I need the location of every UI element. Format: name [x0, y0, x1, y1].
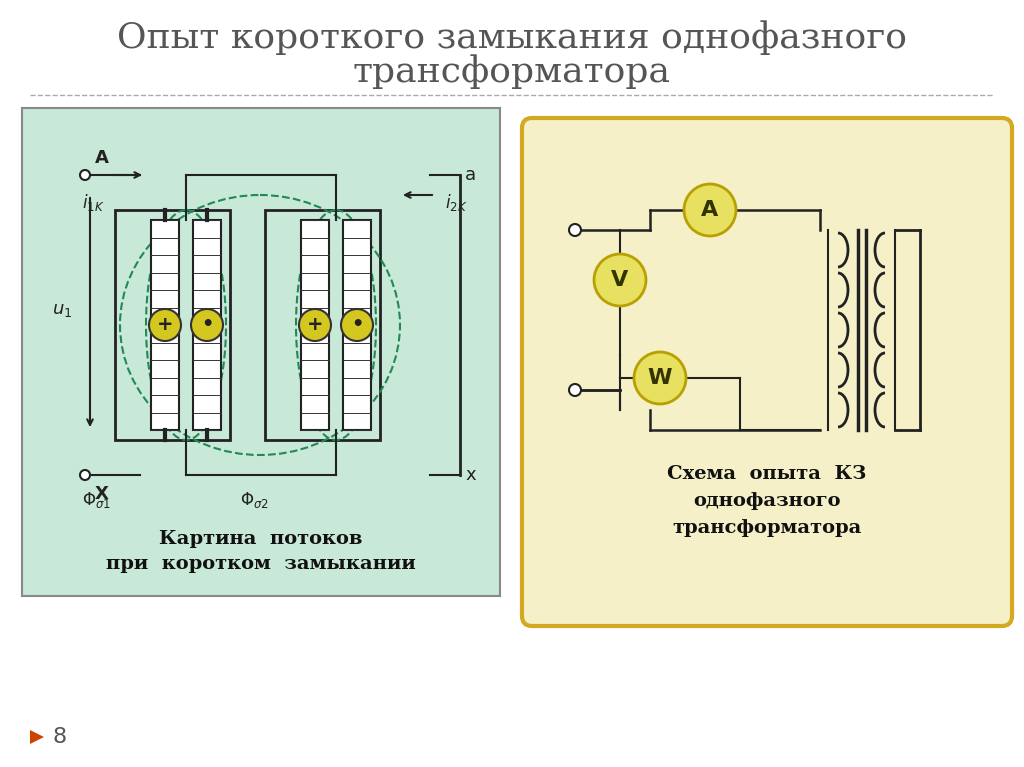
Circle shape — [80, 470, 90, 480]
Circle shape — [191, 309, 223, 341]
Circle shape — [299, 309, 331, 341]
Bar — [151, 220, 179, 430]
Text: Картина  потоков: Картина потоков — [160, 530, 362, 548]
Circle shape — [569, 224, 581, 236]
Text: •: • — [201, 315, 213, 334]
FancyBboxPatch shape — [22, 108, 500, 596]
Circle shape — [80, 170, 90, 180]
FancyBboxPatch shape — [522, 118, 1012, 626]
Text: трансформатора: трансформатора — [673, 519, 861, 537]
Text: •: • — [351, 315, 364, 334]
Bar — [265, 210, 380, 440]
Circle shape — [634, 352, 686, 404]
Circle shape — [594, 254, 646, 306]
Text: Опыт короткого замыкания однофазного: Опыт короткого замыкания однофазного — [117, 21, 907, 55]
Text: V: V — [611, 270, 629, 290]
Text: $\Phi_{\sigma 2}$: $\Phi_{\sigma 2}$ — [240, 490, 269, 510]
Text: при  коротком  замыкании: при коротком замыкании — [106, 555, 416, 573]
Text: трансформатора: трансформатора — [353, 54, 671, 90]
Text: +: + — [307, 315, 324, 334]
Text: 8: 8 — [52, 727, 67, 747]
Text: +: + — [157, 315, 173, 334]
Text: x: x — [465, 466, 475, 484]
Text: $\Phi_{\sigma 1}$: $\Phi_{\sigma 1}$ — [82, 490, 111, 510]
Text: $u_1$: $u_1$ — [52, 301, 72, 319]
Circle shape — [684, 184, 736, 236]
Text: W: W — [648, 368, 672, 388]
Polygon shape — [30, 730, 44, 744]
Circle shape — [150, 309, 181, 341]
Bar — [301, 220, 329, 430]
Text: $i_{1K}$: $i_{1K}$ — [82, 192, 104, 213]
Text: A: A — [701, 200, 719, 220]
Bar — [193, 220, 221, 430]
Text: X: X — [95, 485, 109, 503]
Text: однофазного: однофазного — [693, 492, 841, 510]
Text: Схема  опыта  КЗ: Схема опыта КЗ — [668, 465, 866, 483]
Text: A: A — [95, 149, 109, 167]
Circle shape — [569, 384, 581, 396]
Text: $i_{2K}$: $i_{2K}$ — [445, 192, 467, 213]
Text: a: a — [465, 166, 476, 184]
Bar — [115, 210, 230, 440]
Bar — [343, 220, 371, 430]
Circle shape — [341, 309, 373, 341]
